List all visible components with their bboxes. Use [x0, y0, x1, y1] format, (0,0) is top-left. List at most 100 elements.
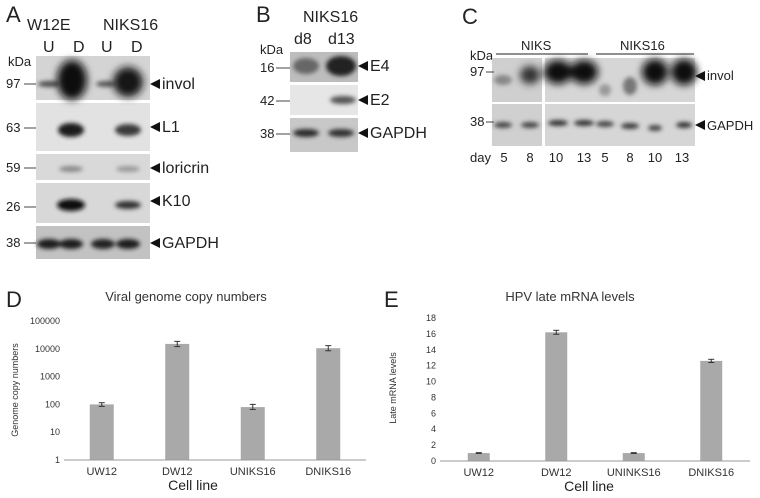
- day-label: day: [470, 150, 491, 165]
- marker-42-b: 42: [260, 93, 274, 108]
- panel-d: D Viral genome copy numbers Genome copy …: [6, 287, 366, 493]
- band-label-k10: K10: [162, 193, 191, 210]
- chart-e-bar-uninks16: [622, 453, 645, 461]
- chart-d-bar-dniks16: [316, 348, 341, 460]
- chart-d-ytick-label: 10000: [35, 344, 60, 354]
- chart-e-bar-dniks16: [700, 360, 723, 461]
- chart-e-category-label: DNIKS16: [688, 467, 734, 479]
- lane-label-d13: d13: [328, 31, 355, 48]
- band-label-invol-c: invol: [707, 68, 734, 83]
- marker-16-b: 16: [260, 60, 274, 75]
- chart-e-bars: [467, 329, 723, 461]
- panel-a: A W12E NIKS16 U D U D kDa: [6, 2, 219, 259]
- chart-d-bar-uw12: [89, 404, 114, 460]
- chart-e-category-label: UW12: [463, 467, 494, 479]
- chart-d-ytick-label: 10: [50, 427, 60, 437]
- panel-label-e: E: [384, 287, 399, 312]
- chart-d-xlabel: Cell line: [168, 477, 218, 493]
- marker-63-a: 63: [6, 120, 20, 135]
- band-label-l1: L1: [162, 119, 180, 136]
- lane-label-d1: D: [73, 39, 85, 56]
- panel-b: B NIKS16 kDa d8 d13 16 42 38 E4 E2 GAPDH: [256, 2, 427, 152]
- chart-d-bar-uniks16: [240, 407, 265, 460]
- marker-97-a: 97: [6, 76, 20, 91]
- chart-d-x-axis: UW12 DW12 UNIKS16 DNIKS16: [86, 466, 351, 478]
- chart-e-ytick-label: 2: [431, 440, 436, 450]
- chart-e-y-axis: 0 2 4 6 8 10 12 14 16 18: [426, 313, 436, 466]
- chart-d-bar-dw12: [165, 343, 190, 460]
- day-13-niks: 13: [577, 150, 591, 165]
- marker-38-a: 38: [6, 235, 20, 250]
- panel-c: C kDa NIKS NIKS16 97: [462, 4, 753, 165]
- chart-e-ytick-label: 0: [431, 456, 436, 466]
- chart-e-ytick-label: 16: [426, 329, 436, 339]
- day-labels: 5 8 10 13 5 8 10 13: [500, 150, 689, 165]
- panel-label-c: C: [462, 4, 478, 29]
- band-label-loricrin: loricrin: [162, 160, 209, 177]
- blot-strip-gapdh-c-right: [545, 104, 695, 146]
- day-10-niks: 10: [549, 150, 563, 165]
- chart-d-category-label: UNIKS16: [230, 466, 276, 478]
- day-13-niks16: 13: [675, 150, 689, 165]
- chart-e-category-label: UNINKS16: [607, 467, 661, 479]
- chart-e-ylabel: Late mRNA levels: [388, 352, 398, 424]
- panel-b-title: NIKS16: [303, 9, 358, 26]
- marker-97-c: 97: [470, 64, 484, 79]
- chart-e-ytick-label: 4: [431, 424, 436, 434]
- chart-d-ytick-label: 1: [55, 455, 60, 465]
- marker-38-b: 38: [260, 126, 274, 141]
- lane-label-u2: U: [101, 39, 113, 56]
- band-label-e4: E4: [370, 58, 390, 75]
- blot-strip-invol-c-right: [545, 58, 695, 102]
- chart-e-x-axis: UW12 DW12 UNINKS16 DNIKS16: [463, 467, 734, 479]
- chart-e-ytick-label: 10: [426, 377, 436, 387]
- band-label-invol-a: invol: [162, 76, 195, 93]
- band-label-e2: E2: [370, 92, 390, 109]
- panel-label-d: D: [6, 287, 22, 312]
- kda-label-c: kDa: [470, 48, 494, 63]
- chart-e-ytick-label: 14: [426, 345, 436, 355]
- chart-d-ytick-label: 1000: [40, 372, 60, 382]
- day-8-niks16: 8: [626, 150, 633, 165]
- lane-label-u1: U: [43, 39, 55, 56]
- kda-label-a: kDa: [8, 54, 32, 69]
- chart-d-category-label: DNIKS16: [305, 466, 351, 478]
- day-10-niks16: 10: [648, 150, 662, 165]
- kda-label-b: kDa: [260, 42, 284, 57]
- chart-e-ytick-label: 6: [431, 408, 436, 418]
- band-label-gapdh-c: GAPDH: [707, 118, 753, 133]
- panel-label-b: B: [256, 2, 271, 27]
- chart-e-ytick-label: 8: [431, 392, 436, 402]
- chart-d-ytick-label: 100: [45, 399, 60, 409]
- marker-38-c: 38: [470, 114, 484, 129]
- marker-59-a: 59: [6, 160, 20, 175]
- lane-label-d8: d8: [294, 31, 312, 48]
- panel-label-a: A: [6, 2, 21, 27]
- chart-e-bar-uw12: [467, 453, 490, 461]
- chart-e-category-label: DW12: [541, 467, 572, 479]
- chart-d-title: Viral genome copy numbers: [105, 289, 267, 304]
- marker-26-a: 26: [6, 199, 20, 214]
- chart-d-category-label: DW12: [162, 466, 193, 478]
- chart-d-bars: [89, 340, 341, 460]
- chart-e-xlabel: Cell line: [564, 478, 614, 494]
- band-label-gapdh-b: GAPDH: [370, 125, 427, 142]
- panel-e: E HPV late mRNA levels Late mRNA levels …: [384, 287, 750, 494]
- chart-d-ylabel: Genome copy numbers: [10, 343, 20, 437]
- chart-d-category-label: UW12: [86, 466, 117, 478]
- day-5-niks16: 5: [601, 150, 608, 165]
- chart-d-y-axis: 1 10 100 1000 10000 100000: [30, 316, 60, 465]
- chart-e-ytick-label: 12: [426, 361, 436, 371]
- lane-label-d2: D: [131, 39, 143, 56]
- chart-e-bar-dw12: [545, 332, 568, 461]
- group-label-niks: NIKS: [521, 38, 552, 53]
- group-label-w12e: W12E: [27, 17, 71, 34]
- group-label-niks16: NIKS16: [103, 17, 158, 34]
- group-label-niks16-c: NIKS16: [620, 38, 665, 53]
- chart-d-ytick-label: 100000: [30, 316, 60, 326]
- day-5-niks: 5: [500, 150, 507, 165]
- band-label-gapdh-a: GAPDH: [162, 235, 219, 252]
- chart-e-ytick-label: 18: [426, 313, 436, 323]
- chart-e-title: HPV late mRNA levels: [505, 289, 635, 304]
